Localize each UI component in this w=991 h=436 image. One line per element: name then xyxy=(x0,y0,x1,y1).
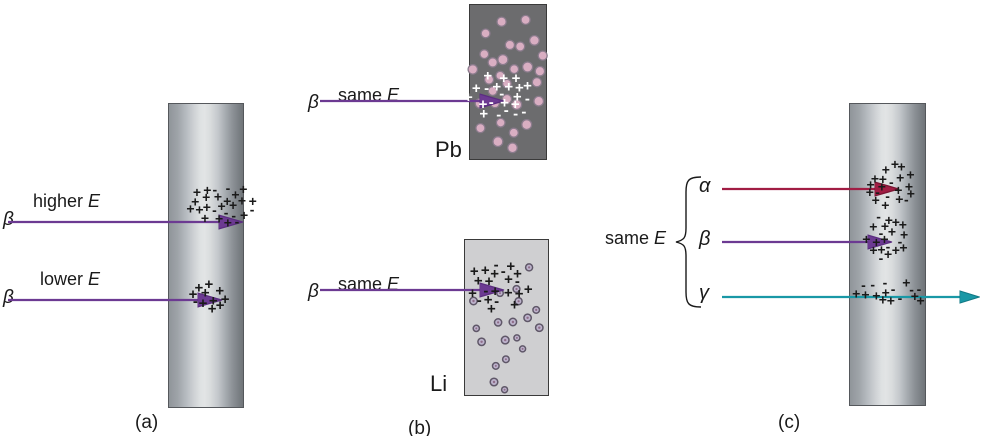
svg-text:+: + xyxy=(199,295,208,312)
svg-text:+: + xyxy=(862,231,870,247)
svg-text:+: + xyxy=(892,242,900,258)
svg-text:-: - xyxy=(909,281,914,297)
svg-text:+: + xyxy=(866,184,874,200)
svg-text:-: - xyxy=(489,94,494,111)
svg-text:-: - xyxy=(496,106,501,123)
svg-text:+: + xyxy=(479,96,488,113)
svg-text:+: + xyxy=(872,288,880,304)
svg-text:+: + xyxy=(882,285,890,301)
svg-text:+: + xyxy=(470,263,479,280)
svg-text:-: - xyxy=(521,103,526,120)
svg-text:+: + xyxy=(229,197,237,213)
svg-text:+: + xyxy=(191,194,199,210)
svg-text:+: + xyxy=(523,78,532,95)
svg-text:-: - xyxy=(193,293,198,310)
svg-text:+: + xyxy=(852,286,860,302)
svg-text:-: - xyxy=(885,188,890,204)
svg-text:+: + xyxy=(861,286,869,302)
svg-text:+: + xyxy=(205,276,214,293)
svg-text:+: + xyxy=(203,199,211,215)
svg-text:+: + xyxy=(506,258,515,275)
svg-text:+: + xyxy=(484,291,493,308)
svg-text:+: + xyxy=(511,96,520,113)
svg-text:-: - xyxy=(904,192,909,208)
svg-text:-: - xyxy=(876,208,881,224)
svg-text:+: + xyxy=(891,156,899,172)
svg-text:-: - xyxy=(886,239,891,255)
svg-text:-: - xyxy=(879,250,884,266)
svg-text:+: + xyxy=(510,296,519,313)
svg-text:-: - xyxy=(891,281,896,297)
svg-text:+: + xyxy=(899,217,907,233)
svg-text:-: - xyxy=(212,202,217,218)
svg-text:+: + xyxy=(485,273,494,290)
svg-text:+: + xyxy=(216,297,225,314)
svg-text:+: + xyxy=(472,80,481,97)
svg-text:+: + xyxy=(240,207,248,223)
svg-text:-: - xyxy=(226,180,231,196)
svg-text:+: + xyxy=(885,212,893,228)
svg-text:-: - xyxy=(235,214,240,230)
svg-text:+: + xyxy=(203,182,211,198)
svg-text:+: + xyxy=(872,234,880,250)
svg-text:+: + xyxy=(894,182,902,198)
svg-text:+: + xyxy=(492,79,501,96)
svg-text:-: - xyxy=(504,102,509,119)
svg-text:+: + xyxy=(882,162,890,178)
svg-text:-: - xyxy=(484,80,489,97)
svg-text:-: - xyxy=(224,205,229,221)
svg-text:+: + xyxy=(239,181,247,197)
svg-text:+: + xyxy=(515,80,524,97)
svg-text:-: - xyxy=(477,292,482,309)
svg-text:+: + xyxy=(524,281,533,298)
svg-text:-: - xyxy=(250,202,255,218)
svg-text:-: - xyxy=(898,290,903,306)
svg-text:+: + xyxy=(878,178,886,194)
